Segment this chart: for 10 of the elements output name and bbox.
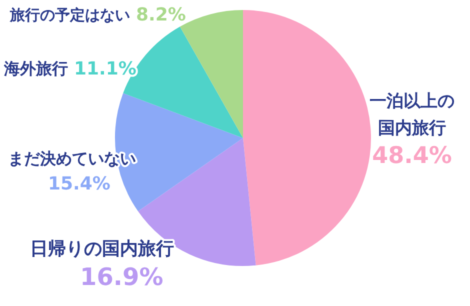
slice-label: 海外旅行 [3,59,68,78]
slice-label: 一泊以上の国内旅行 [370,91,454,138]
data-label: 15.4% [48,174,110,195]
data-label: 8.2% [136,4,186,26]
slice-label: 日帰りの国内旅行 [30,238,174,260]
data-label: 48.4% [372,142,452,169]
slice-label: まだ決めていない [8,149,136,168]
data-label: 16.9% [80,263,164,292]
data-label: 11.1% [74,58,136,80]
slice-label: 旅行の予定はない [9,6,130,24]
